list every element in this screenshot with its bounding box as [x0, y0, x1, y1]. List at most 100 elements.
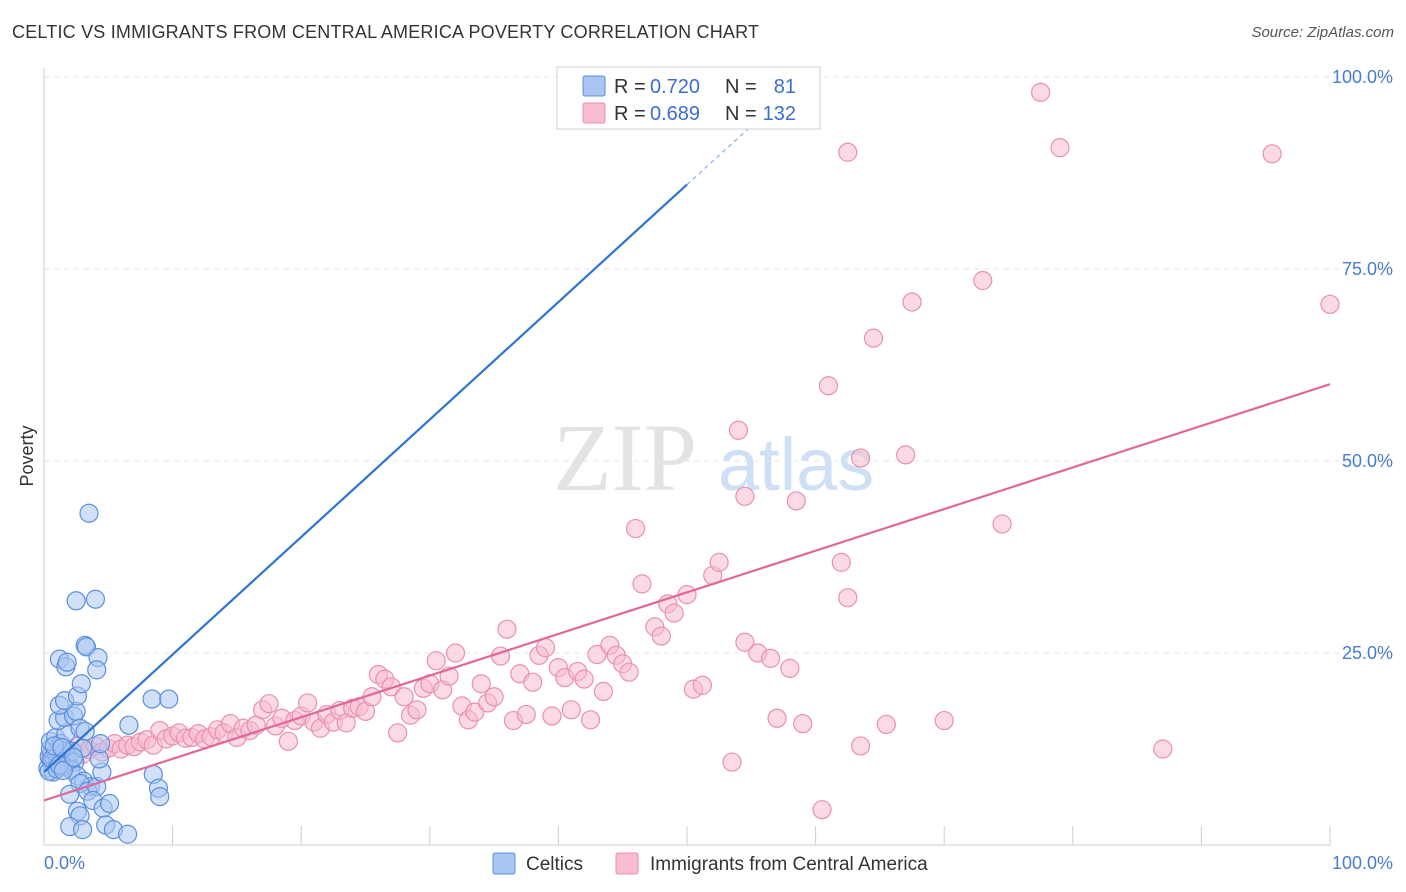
immigrants-point-54: [388, 723, 408, 743]
immigrants-point-120: [876, 714, 896, 735]
immigrants-point-102: [722, 752, 742, 772]
legend-r-value-celtics: 0.720: [650, 76, 700, 98]
immigrants-point-112: [812, 800, 832, 820]
celtics-point-41: [66, 591, 86, 611]
immigrants-point-55: [394, 687, 414, 707]
celtics-point-29: [75, 721, 95, 741]
immigrants-point-34: [259, 694, 279, 714]
immigrants-point-126: [1031, 82, 1051, 102]
x-tick-labels: 0.0% 100.0%: [44, 853, 1393, 873]
trend-lines: [43, 125, 1331, 802]
legend-swatch-immigrants: [582, 102, 606, 124]
legend-n-label-immigrants: N =: [725, 103, 757, 125]
celtics-point-56: [99, 793, 120, 814]
legend-n-value-immigrants: 132: [763, 103, 796, 125]
immigrants-point-125: [992, 514, 1012, 534]
immigrants-point-60: [426, 651, 446, 671]
celtics-point-65: [90, 734, 111, 754]
axes: [43, 68, 1331, 846]
bottom-legend-label-immigrants: Immigrants from Central America: [650, 854, 928, 875]
immigrants-point-99: [692, 675, 713, 695]
bottom-legend: Celtics Immigrants from Central America: [492, 852, 928, 875]
immigrants-point-37: [278, 731, 298, 751]
immigrants-point-91: [625, 518, 646, 539]
immigrants-point-108: [767, 708, 787, 728]
celtics-point-71: [142, 689, 162, 709]
immigrants-point-105: [735, 486, 755, 506]
immigrants-point-109: [780, 658, 800, 678]
immigrants-point-107: [760, 648, 781, 668]
bottom-legend-swatch-immigrants: [615, 852, 639, 875]
celtics-point-60: [72, 820, 93, 840]
immigrants-point-94: [651, 626, 671, 646]
celtics-point-43: [79, 503, 99, 523]
immigrants-point-116: [838, 142, 858, 162]
celtics-point-72: [159, 689, 179, 709]
immigrants-point-111: [793, 714, 813, 734]
celtics-point-70: [150, 787, 170, 807]
immigrants-point-123: [934, 710, 954, 731]
immigrants-point-103: [728, 420, 749, 440]
legend-n-value-celtics: 81: [774, 76, 796, 98]
celtics-point-63: [117, 824, 138, 844]
watermark: ZIP atlas: [553, 404, 874, 511]
immigrants-point-63: [445, 643, 466, 663]
y-tick-label-75: 75.0%: [1342, 259, 1393, 279]
chart-source: Source: ZipAtlas.com: [1251, 24, 1394, 41]
bottom-legend-swatch-celtics: [492, 852, 516, 875]
y-axis-title: Poverty: [17, 425, 37, 486]
immigrants-point-124: [973, 270, 993, 291]
celtics-point-42: [85, 589, 106, 609]
watermark-zip: ZIP: [553, 404, 697, 511]
immigrants-point-86: [593, 681, 614, 702]
immigrants-point-113: [818, 376, 839, 396]
legend-r-value-immigrants: 0.689: [650, 103, 700, 125]
immigrants-point-127: [1050, 138, 1070, 158]
immigrants-point-67: [471, 674, 491, 694]
immigrants-point-84: [580, 710, 601, 730]
immigrants-point-121: [896, 445, 916, 465]
immigrants-point-81: [561, 700, 581, 720]
immigrants-point-118: [851, 448, 871, 468]
immigrants-point-77: [535, 638, 556, 658]
celtics-point-79: [53, 760, 73, 781]
immigrants-point-130: [1320, 294, 1340, 314]
legend-n-label-celtics: N =: [725, 76, 757, 98]
legend-swatch-celtics: [582, 75, 606, 97]
immigrants-point-75: [523, 672, 543, 692]
x-tick-label-min: 0.0%: [44, 853, 85, 873]
immigrants-point-40: [298, 693, 318, 713]
celtics-trend-line: [43, 183, 688, 773]
immigrants-point-117: [851, 736, 871, 756]
immigrants-point-122: [902, 292, 922, 312]
immigrants-point-90: [619, 662, 639, 682]
celtics-point-80: [63, 747, 84, 768]
immigrants-point-53: [381, 677, 401, 697]
immigrants-trend-line: [43, 383, 1331, 802]
y-tick-label-25: 25.0%: [1342, 643, 1393, 663]
y-tick-labels: 25.0% 50.0% 75.0% 100.0%: [1332, 67, 1393, 663]
immigrants-point-119: [863, 328, 884, 348]
legend-r-label-immigrants: R =: [614, 103, 646, 125]
immigrants-point-96: [664, 603, 684, 623]
y-tick-label-50: 50.0%: [1342, 451, 1393, 471]
immigrants-point-78: [542, 706, 562, 726]
immigrants-point-74: [516, 704, 536, 725]
immigrants-point-129: [1262, 144, 1282, 164]
celtics-point-40: [87, 660, 107, 680]
celtics-point-67: [119, 715, 139, 735]
celtics-point-33: [71, 674, 91, 694]
immigrants-point-110: [786, 491, 806, 511]
y-tick-label-100: 100.0%: [1332, 67, 1393, 87]
celtics-point-36: [57, 652, 77, 672]
immigrants-point-101: [709, 552, 729, 572]
celtics-trend-extension: [686, 125, 752, 185]
chart-title: CELTIC VS IMMIGRANTS FROM CENTRAL AMERIC…: [12, 22, 760, 42]
immigrants-point-128: [1153, 739, 1173, 759]
x-tick-label-max: 100.0%: [1332, 853, 1393, 873]
immigrants-point-114: [831, 552, 851, 572]
immigrants-point-92: [632, 574, 652, 594]
legend: R = 0.720 N = 81 R = 0.689 N = 132: [556, 66, 821, 130]
immigrants-point-115: [838, 588, 858, 608]
